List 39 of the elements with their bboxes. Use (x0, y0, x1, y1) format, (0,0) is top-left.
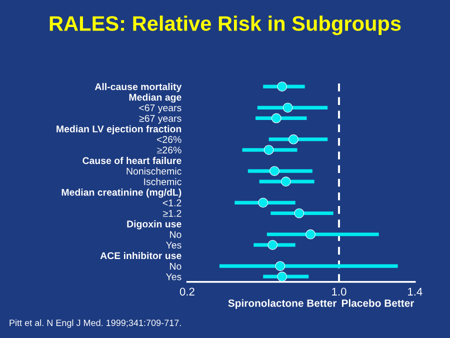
point (288, 134, 298, 144)
y-tick-label: <67 years (139, 104, 182, 114)
text: Spironolactone Better (228, 299, 337, 309)
y-tick-label: Median LV ejection fraction (56, 125, 182, 134)
y-tick-label: Median creatinine (mg/dL) (62, 188, 182, 198)
y-tick-label: Digoxin use (127, 220, 182, 230)
y-tick-label: Cause of heart failure (82, 156, 182, 164)
point (277, 82, 288, 92)
x-tick-label: 0.2 (180, 288, 194, 296)
y-tick-label: Median age (129, 94, 182, 103)
y-tick-label: ≥1.2 (163, 210, 182, 217)
y-tick-label: ≥26% (157, 146, 182, 154)
point (268, 240, 278, 250)
point (270, 166, 280, 176)
point (275, 261, 286, 271)
y-tick-label: ≥67 years (139, 114, 182, 124)
point (258, 198, 268, 208)
point (271, 113, 282, 124)
point (280, 176, 291, 187)
x-tick-label: 1.0 (332, 288, 346, 296)
text: Pitt et al. N Engl J Med. 1999;341:709-717. (10, 319, 181, 328)
point (294, 208, 304, 218)
y-tick-label: All-cause mortality (94, 83, 182, 92)
y-tick-label: Yes (166, 242, 182, 249)
point (306, 229, 316, 240)
y-tick-label: <26% (156, 136, 182, 143)
chart-title: RALES: Relative Risk in Subgroups (50, 16, 401, 36)
y-tick-label: Ischemic (144, 178, 182, 186)
point (264, 144, 274, 155)
y-tick-label: No (170, 231, 182, 238)
y-tick-label: ACE inhibitor use (100, 252, 182, 260)
y-tick-label: Yes (166, 273, 182, 280)
point (282, 102, 293, 113)
point (277, 272, 288, 282)
y-tick-label: Nonischemic (126, 167, 182, 175)
text: Placebo Better (342, 299, 414, 307)
y-tick-label: <1.2 (162, 199, 182, 206)
x-tick-label: 1.4 (408, 288, 422, 296)
y-tick-label: No (170, 262, 182, 270)
